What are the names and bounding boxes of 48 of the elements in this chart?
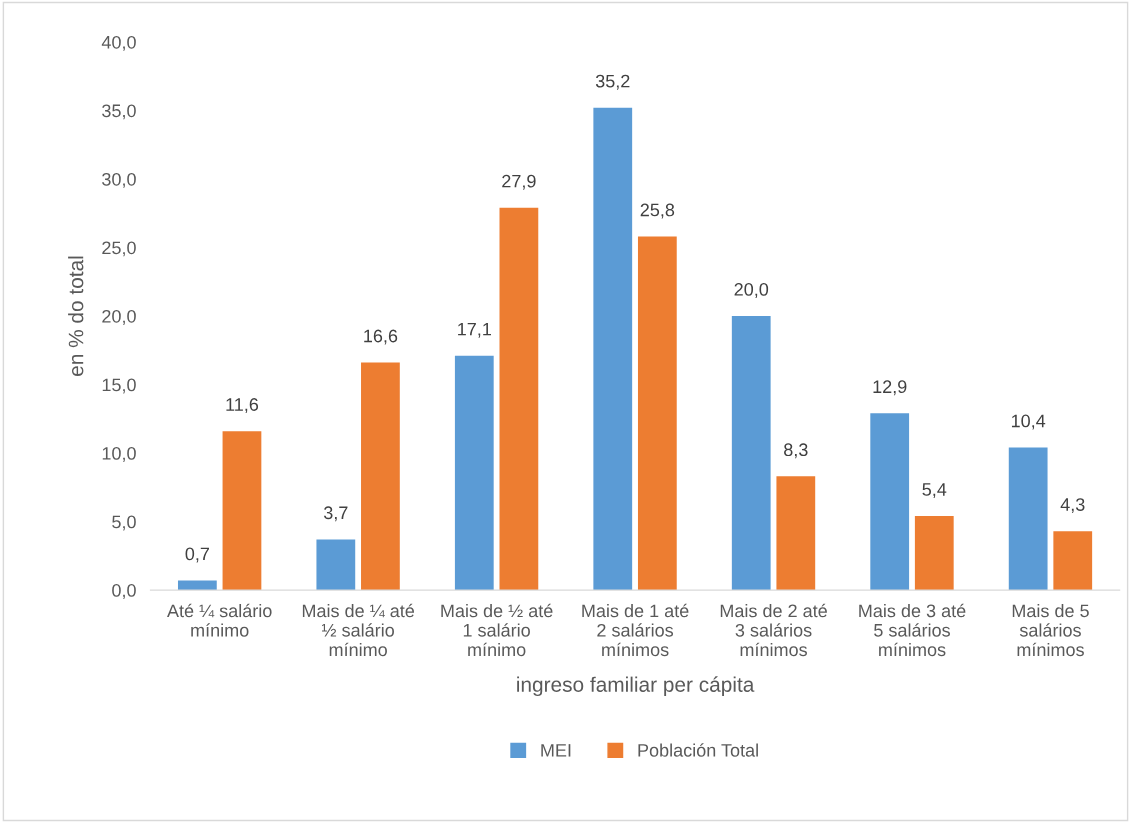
x-tick-label: Até ¼ salário mínimo [167, 603, 272, 637]
bar [222, 431, 262, 591]
x-tick-label: Mais de 1 até 2 salários mínimos [582, 603, 689, 657]
x-tick-label: Mais de 3 até 5 salários mínimos [859, 603, 966, 657]
x-tick-label: Mais de ½ até 1 salário mínimo [441, 603, 553, 657]
data-label: 35,2 [595, 74, 630, 90]
bar [499, 207, 539, 591]
bar [361, 362, 400, 591]
data-label: 8,3 [784, 443, 808, 459]
y-tick-label: 5,0 [112, 515, 136, 531]
data-label: 10,4 [1011, 414, 1046, 430]
y-tick-label: 20,0 [102, 309, 136, 325]
data-label: 17,1 [458, 322, 491, 338]
y-tick-label: 25,0 [102, 241, 136, 257]
x-tick-label: Mais de ¼ até ½ salário mínimo [302, 603, 415, 657]
bar [914, 516, 954, 591]
data-label: 3,7 [323, 506, 348, 522]
legend-label: MEI [541, 744, 571, 757]
y-tick-label: 40,0 [101, 35, 136, 51]
x-axis-title: ingreso familiar per cápita [517, 676, 755, 697]
bar [1053, 531, 1093, 591]
bar [776, 476, 816, 591]
y-tick-label: 0,0 [112, 584, 136, 599]
y-tick-label: 30,0 [102, 172, 136, 188]
data-label: 12,9 [873, 380, 907, 396]
data-label: 4,3 [1060, 498, 1085, 514]
bar [177, 580, 217, 591]
bar [1008, 447, 1048, 591]
bar [593, 107, 633, 591]
bar [870, 413, 910, 591]
bar [316, 539, 356, 591]
x-tick-label: Mais de 2 até 3 salários mínimos [720, 603, 827, 657]
x-tick-label: Mais de 5 salários mínimos [1012, 603, 1089, 657]
data-label: 0,7 [185, 547, 210, 563]
bar [637, 236, 677, 591]
data-label: 11,6 [226, 398, 259, 414]
y-axis-title: en % do total [68, 256, 84, 376]
y-tick-label: 10,0 [102, 447, 136, 462]
data-label: 27,9 [502, 174, 536, 190]
y-tick-label: 35,0 [102, 104, 136, 120]
data-label: 16,6 [364, 329, 398, 345]
data-label: 5,4 [922, 483, 947, 498]
data-label: 20,0 [734, 283, 769, 298]
legend-label: Población Total [638, 743, 758, 757]
bar [731, 316, 771, 591]
data-label: 25,8 [640, 203, 675, 219]
y-tick-label: 15,0 [102, 378, 136, 394]
bar [454, 355, 494, 591]
